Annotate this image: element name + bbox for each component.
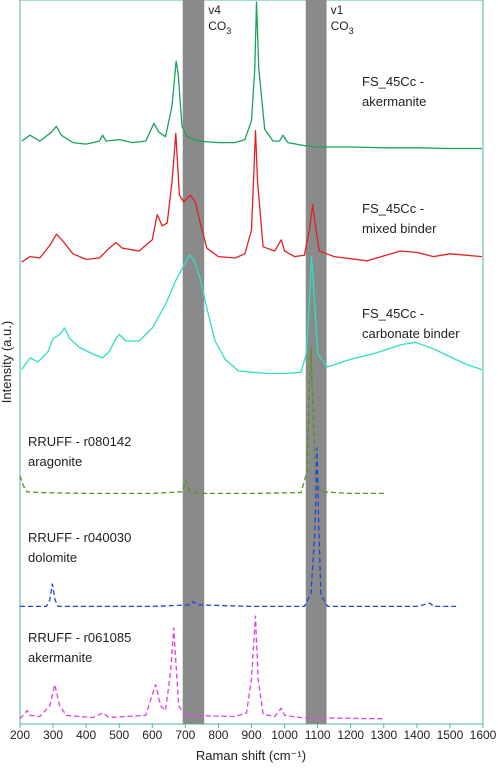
band-1-label: v4 (208, 3, 221, 17)
series-1-label-line1: FS_45Cc - (362, 74, 424, 89)
series-annotations: FS_45Cc - akermanite FS_45Cc - mixed binder… (28, 74, 460, 665)
x-tick-label-300: 300 (43, 728, 63, 742)
series-5-label-line2: dolomite (28, 550, 77, 565)
series-line-2 (21, 129, 483, 263)
x-tick-label-1300: 1300 (370, 728, 397, 742)
series-line-4 (19, 347, 384, 495)
x-tick-label-700: 700 (175, 728, 195, 742)
x-axis: 200 300 400 500 600 700 800 900 1000 1100 1200 1300… (10, 724, 497, 742)
series-line-1 (21, 1, 482, 150)
band-2-species: CO3 (331, 19, 354, 36)
x-tick-label-800: 800 (208, 728, 228, 742)
x-tick-label-600: 600 (142, 728, 162, 742)
band-2 (305, 0, 327, 724)
series-4-label-line1: RRUFF - r080142 (28, 434, 131, 449)
x-tick-label-1000: 1000 (271, 728, 298, 742)
x-tick-label-500: 500 (109, 728, 129, 742)
x-tick-label-400: 400 (76, 728, 96, 742)
x-tick-label-1500: 1500 (437, 728, 464, 742)
x-axis-title: Raman shift (cm⁻¹) (196, 748, 306, 763)
x-tick-label-200: 200 (10, 728, 30, 742)
series-6-label-line1: RRUFF - r061085 (28, 630, 131, 645)
series-4-label-line2: aragonite (28, 454, 82, 469)
band-2-label: v1 (331, 3, 344, 17)
series-line-6 (19, 615, 384, 720)
series-line-5 (20, 447, 456, 608)
x-tick-label-1200: 1200 (337, 728, 364, 742)
x-tick-label-1100: 1100 (305, 728, 331, 742)
series-5-label-line1: RRUFF - r040030 (28, 530, 131, 545)
series-2-label-line1: FS_45Cc - (362, 201, 424, 216)
y-axis-title: Intensity (a.u.) (0, 321, 14, 403)
x-tick-label-1400: 1400 (404, 728, 431, 742)
series-3-label-line1: FS_45Cc - (362, 306, 424, 321)
series-line-3 (21, 254, 483, 375)
series-layer (19, 1, 483, 720)
x-tick-label-900: 900 (241, 728, 261, 742)
band-1-species: CO3 (208, 19, 231, 36)
co3-bands: v4 CO3 v1 CO3 (182, 0, 354, 724)
band-1 (182, 0, 205, 724)
series-2-label-line2: mixed binder (362, 221, 437, 236)
series-1-label-line2: akermanite (362, 94, 426, 109)
series-3-label-line2: carbonate binder (362, 326, 460, 341)
series-6-label-line2: akermanite (28, 650, 92, 665)
x-tick-label-1600: 1600 (470, 728, 497, 742)
